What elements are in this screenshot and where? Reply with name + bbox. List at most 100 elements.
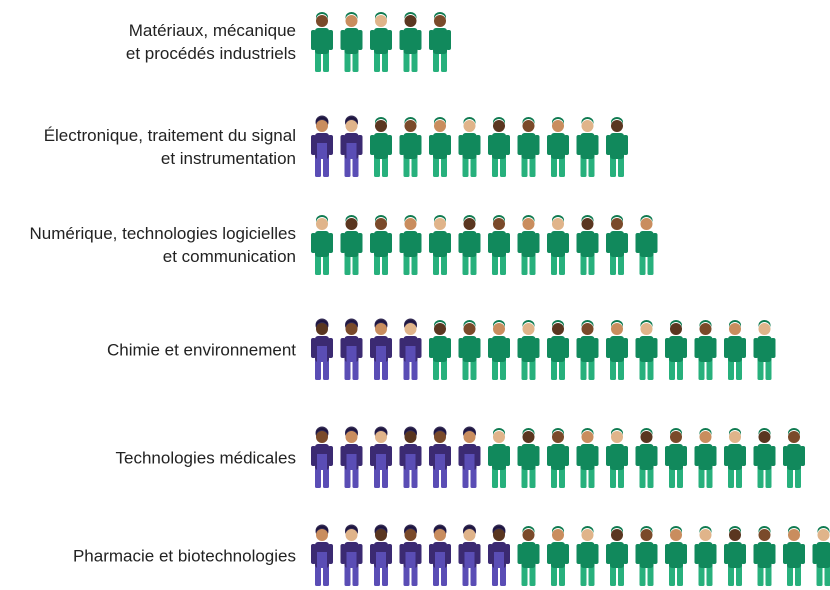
- leg: [352, 358, 359, 380]
- arm: [593, 233, 599, 253]
- hair: [404, 215, 417, 223]
- leg: [411, 253, 418, 275]
- leg: [403, 253, 410, 275]
- arm: [652, 446, 658, 466]
- person-icon: [724, 320, 746, 380]
- hair: [758, 320, 771, 328]
- leg: [411, 50, 418, 72]
- torso: [610, 231, 624, 257]
- arm: [458, 135, 464, 155]
- leg: [521, 155, 528, 177]
- category-label: et communication: [163, 247, 296, 266]
- person-icon: [340, 318, 363, 380]
- category-label: et procédés industriels: [126, 44, 296, 63]
- arm: [328, 135, 333, 155]
- head: [788, 431, 800, 443]
- torso: [580, 444, 595, 470]
- arm: [399, 135, 405, 155]
- leg: [315, 466, 321, 488]
- torso: [344, 231, 359, 257]
- overall: [376, 454, 386, 470]
- hair: [522, 526, 535, 534]
- hair: [316, 117, 328, 125]
- arm: [576, 233, 582, 253]
- leg: [618, 253, 624, 275]
- hair: [552, 215, 564, 223]
- arm: [387, 544, 392, 564]
- hair: [581, 320, 594, 328]
- leg: [492, 564, 498, 586]
- head: [493, 323, 505, 335]
- person-icon: [635, 320, 658, 380]
- hair: [404, 526, 417, 534]
- person-icon: [517, 320, 540, 380]
- overall: [405, 552, 416, 568]
- leg: [411, 358, 418, 380]
- person-icon: [488, 117, 510, 177]
- person-icon: [694, 320, 717, 380]
- arm: [724, 338, 729, 358]
- leg: [816, 564, 823, 586]
- torso: [787, 444, 801, 470]
- person-icon: [665, 320, 687, 380]
- arm: [458, 544, 464, 564]
- category-label: Électronique, traitement du signal: [44, 126, 296, 145]
- person-icon: [488, 215, 510, 275]
- leg: [580, 564, 587, 586]
- person-icon: [340, 115, 363, 177]
- leg: [765, 358, 772, 380]
- torso: [492, 133, 506, 159]
- leg: [433, 466, 439, 488]
- head: [434, 431, 446, 443]
- leg: [470, 253, 477, 275]
- leg: [403, 564, 410, 586]
- leg: [677, 466, 683, 488]
- hair: [729, 526, 741, 534]
- hair: [493, 320, 505, 328]
- hair: [670, 428, 682, 436]
- arm: [534, 446, 540, 466]
- category-label: Chimie et environnement: [107, 340, 296, 359]
- leg: [757, 466, 764, 488]
- arm: [429, 338, 434, 358]
- arm: [682, 544, 687, 564]
- person-icon: [429, 12, 451, 72]
- person-icon: [576, 526, 599, 586]
- arm: [517, 135, 523, 155]
- arm: [458, 233, 464, 253]
- head: [552, 431, 564, 443]
- leg: [551, 155, 557, 177]
- arm: [429, 446, 434, 466]
- person-icon: [724, 428, 746, 488]
- leg: [403, 358, 410, 380]
- head: [434, 120, 446, 132]
- leg: [315, 564, 321, 586]
- leg: [551, 466, 557, 488]
- leg: [374, 155, 380, 177]
- arm: [370, 544, 375, 564]
- hair: [463, 117, 476, 125]
- arm: [547, 135, 552, 155]
- arm: [812, 544, 818, 564]
- torso: [551, 133, 565, 159]
- arm: [416, 135, 422, 155]
- hair: [375, 526, 387, 534]
- head: [375, 120, 387, 132]
- leg: [500, 358, 506, 380]
- person-icon: [458, 215, 481, 275]
- leg: [433, 564, 439, 586]
- leg: [639, 253, 646, 275]
- arm: [357, 135, 363, 155]
- arm: [753, 338, 759, 358]
- hair: [581, 117, 594, 125]
- hair: [758, 428, 771, 436]
- head: [404, 431, 417, 443]
- arm: [328, 446, 333, 466]
- leg: [470, 466, 477, 488]
- arm: [488, 338, 493, 358]
- arm: [446, 338, 451, 358]
- arm: [340, 446, 346, 466]
- head: [434, 15, 446, 27]
- hair: [552, 320, 564, 328]
